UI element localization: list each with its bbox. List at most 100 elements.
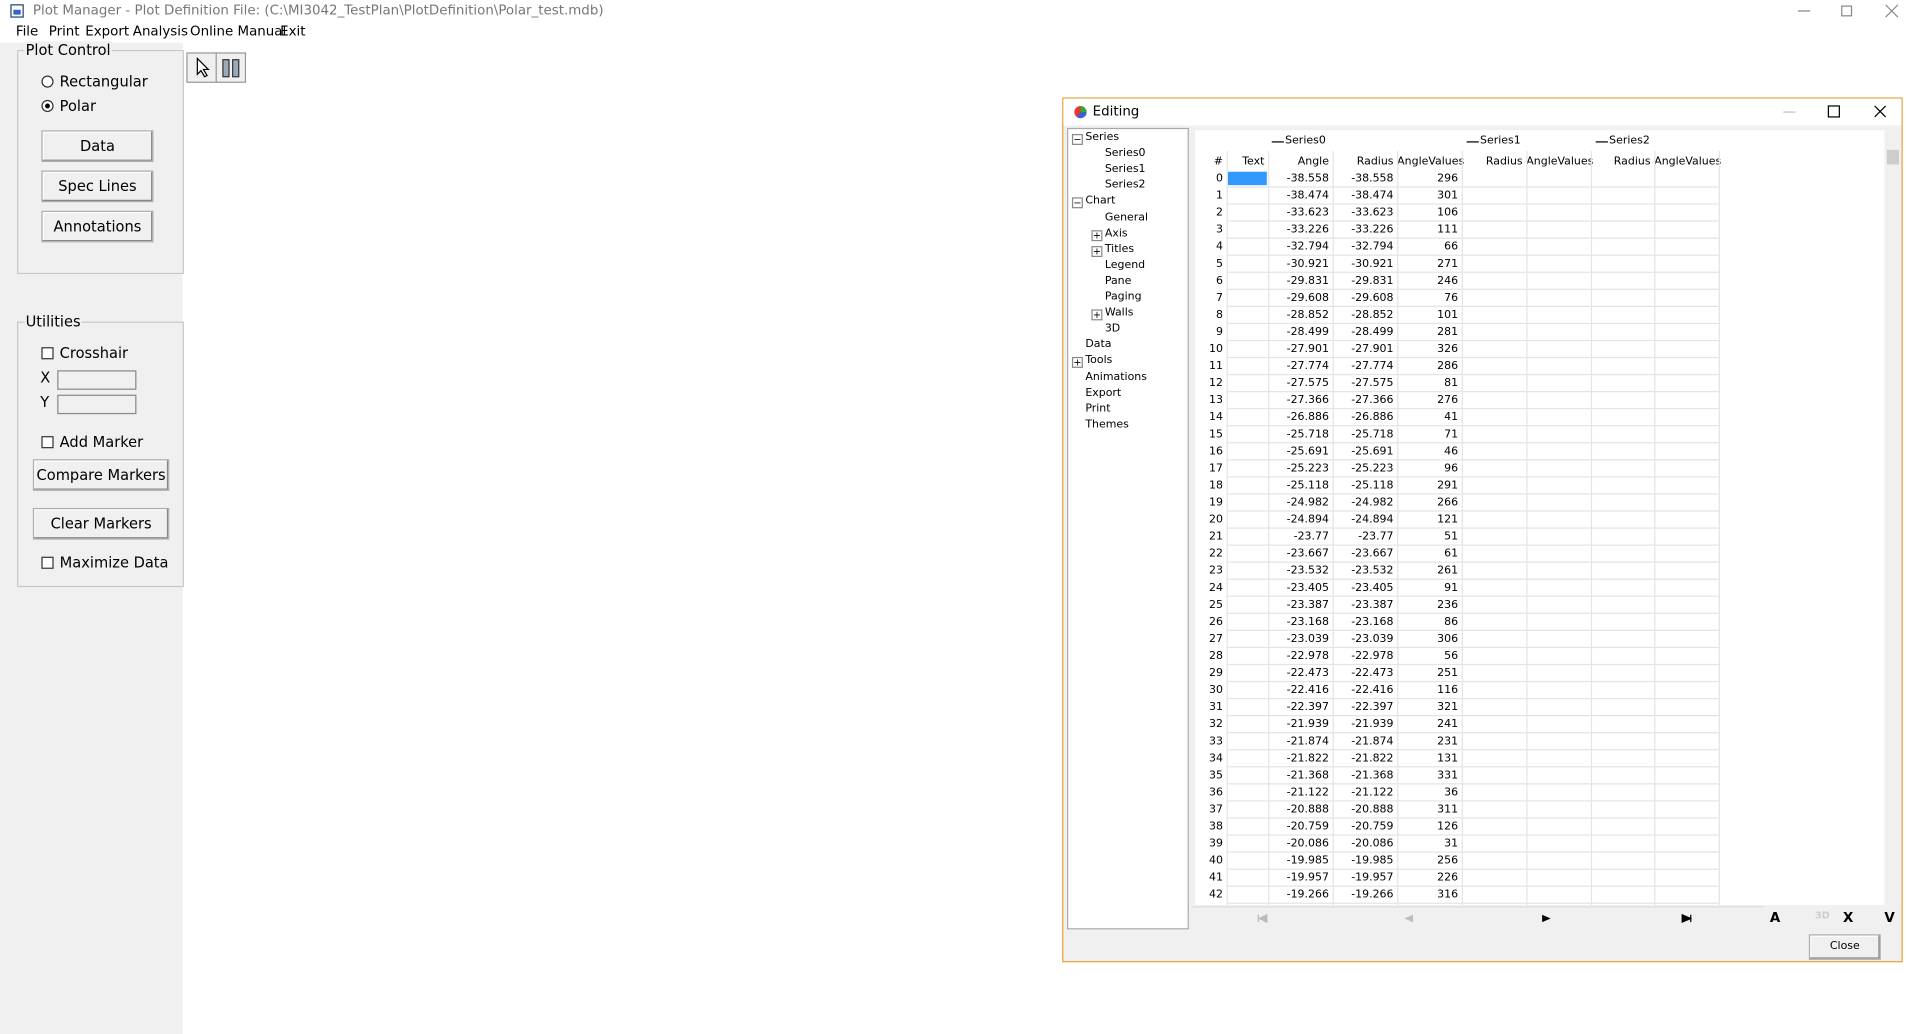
- cell-value[interactable]: 51: [1444, 531, 1459, 544]
- menu-item[interactable]: Analysis: [132, 23, 188, 39]
- cell-value[interactable]: -19.957: [1351, 872, 1394, 885]
- cell-value[interactable]: 311: [1437, 803, 1459, 817]
- cell-value[interactable]: -21.122: [1351, 786, 1394, 800]
- cell-value[interactable]: -22.978: [1351, 650, 1394, 663]
- cell-value[interactable]: -23.039: [1286, 633, 1329, 646]
- cell-value[interactable]: -23.039: [1351, 633, 1394, 646]
- cell-value[interactable]: 106: [1437, 207, 1459, 220]
- tree-item[interactable]: Axis: [1104, 227, 1128, 240]
- cell-value[interactable]: 296: [1437, 172, 1459, 186]
- tree-expander[interactable]: +: [1091, 229, 1103, 241]
- tree-item[interactable]: Themes: [1085, 418, 1129, 431]
- cell-value[interactable]: -22.416: [1351, 684, 1394, 697]
- cell-value[interactable]: 266: [1437, 496, 1459, 510]
- cell-value[interactable]: -27.901: [1286, 343, 1329, 356]
- cell-value[interactable]: -25.718: [1286, 428, 1329, 441]
- cell-value[interactable]: -21.822: [1286, 752, 1329, 765]
- cell-value[interactable]: -33.623: [1286, 207, 1329, 220]
- cell-value[interactable]: 46: [1444, 445, 1459, 459]
- tree-item[interactable]: Chart: [1085, 195, 1116, 208]
- cell-value[interactable]: -27.774: [1351, 360, 1394, 373]
- cell-value[interactable]: -19.985: [1286, 855, 1329, 868]
- cell-value[interactable]: -22.978: [1286, 650, 1329, 663]
- tree-item[interactable]: 3D: [1104, 323, 1121, 336]
- y-input[interactable]: [57, 394, 137, 415]
- cell-value[interactable]: -27.575: [1351, 377, 1394, 390]
- cell-value[interactable]: -38.558: [1286, 172, 1329, 186]
- cell-value[interactable]: -23.405: [1351, 582, 1394, 595]
- cell-value[interactable]: -23.77: [1293, 531, 1329, 544]
- cell-value[interactable]: -19.266: [1351, 889, 1394, 902]
- cell-value[interactable]: 96: [1444, 462, 1459, 476]
- cell-value[interactable]: -38.558: [1351, 172, 1394, 186]
- cell-value[interactable]: -33.226: [1286, 224, 1329, 237]
- tree-item[interactable]: Export: [1085, 386, 1122, 400]
- radio-button[interactable]: [41, 99, 54, 113]
- tree-expander[interactable]: −: [1071, 133, 1083, 145]
- cell-value[interactable]: -19.957: [1286, 872, 1329, 885]
- cell-value[interactable]: -38.474: [1351, 190, 1394, 203]
- tree-item[interactable]: Pane: [1104, 275, 1132, 288]
- cell-value[interactable]: -21.874: [1351, 735, 1394, 748]
- cell-value[interactable]: -26.886: [1286, 411, 1329, 424]
- cell-value[interactable]: -20.086: [1286, 838, 1329, 851]
- radio-button[interactable]: [41, 75, 54, 88]
- button[interactable]: Data: [41, 130, 154, 163]
- cell-value[interactable]: -30.921: [1286, 258, 1329, 271]
- dialog-controls[interactable]: [1777, 102, 1899, 121]
- cell-value[interactable]: -20.759: [1351, 821, 1394, 834]
- tree-item[interactable]: Series1: [1104, 163, 1146, 176]
- cell-value[interactable]: -22.416: [1286, 684, 1329, 697]
- cell-value[interactable]: -27.575: [1286, 377, 1329, 390]
- cell-value[interactable]: 286: [1437, 360, 1459, 373]
- cell-value[interactable]: -27.901: [1351, 343, 1394, 356]
- cell-value[interactable]: -25.118: [1286, 479, 1329, 493]
- cell-value[interactable]: 326: [1437, 343, 1459, 356]
- tree-item[interactable]: Series2: [1104, 179, 1146, 192]
- cell-value[interactable]: -23.667: [1286, 548, 1329, 561]
- cell-value[interactable]: -25.691: [1286, 445, 1329, 459]
- cell-value[interactable]: 121: [1437, 514, 1459, 527]
- cell-value[interactable]: -20.086: [1351, 838, 1394, 851]
- button[interactable]: Spec Lines: [41, 170, 154, 203]
- tree-item[interactable]: Paging: [1104, 291, 1142, 304]
- cell-value[interactable]: 251: [1437, 667, 1459, 680]
- cell-value[interactable]: -24.894: [1286, 514, 1329, 527]
- cell-value[interactable]: -26.886: [1351, 411, 1394, 424]
- cell-value[interactable]: 131: [1437, 752, 1459, 765]
- cell-value[interactable]: 301: [1437, 190, 1459, 203]
- cell-value[interactable]: 271: [1437, 258, 1459, 271]
- cell-value[interactable]: -23.387: [1286, 599, 1329, 612]
- scrollbar[interactable]: [1884, 130, 1902, 906]
- tree-item[interactable]: Titles: [1104, 243, 1135, 256]
- menu-item[interactable]: Online Manual: [190, 23, 287, 39]
- cell-value[interactable]: -25.223: [1351, 462, 1394, 476]
- cell-value[interactable]: 256: [1437, 855, 1459, 868]
- close-button[interactable]: Close: [1808, 934, 1881, 960]
- cell-value[interactable]: 306: [1437, 633, 1459, 646]
- tree-item[interactable]: Animations: [1085, 370, 1147, 384]
- cell-value[interactable]: -24.982: [1351, 496, 1394, 510]
- cell-value[interactable]: -20.888: [1286, 803, 1329, 817]
- cell-value[interactable]: -27.366: [1351, 394, 1394, 407]
- cell-value[interactable]: -19.266: [1286, 889, 1329, 902]
- cell-value[interactable]: -23.532: [1286, 565, 1329, 578]
- tree-item[interactable]: Walls: [1104, 307, 1134, 320]
- edit-tool[interactable]: [215, 52, 247, 83]
- tree-item[interactable]: Print: [1085, 402, 1111, 415]
- cell-value[interactable]: -32.794: [1351, 241, 1394, 254]
- scroll-thumb[interactable]: [1886, 149, 1900, 165]
- tree-expander[interactable]: +: [1091, 309, 1103, 321]
- cell-value[interactable]: 56: [1444, 650, 1459, 663]
- cell-value[interactable]: 41: [1444, 411, 1459, 424]
- menu-item[interactable]: Print: [48, 23, 80, 39]
- tree-expander[interactable]: +: [1091, 245, 1103, 257]
- checkbox[interactable]: [41, 436, 54, 449]
- cell-value[interactable]: -23.168: [1286, 616, 1329, 629]
- cell-value[interactable]: -29.831: [1351, 275, 1394, 288]
- button[interactable]: Clear Markers: [32, 507, 170, 540]
- cell-value[interactable]: -29.831: [1286, 275, 1329, 288]
- cell-value[interactable]: -28.499: [1351, 326, 1394, 339]
- checkbox[interactable]: [41, 347, 54, 360]
- cell-value[interactable]: -21.368: [1286, 769, 1329, 783]
